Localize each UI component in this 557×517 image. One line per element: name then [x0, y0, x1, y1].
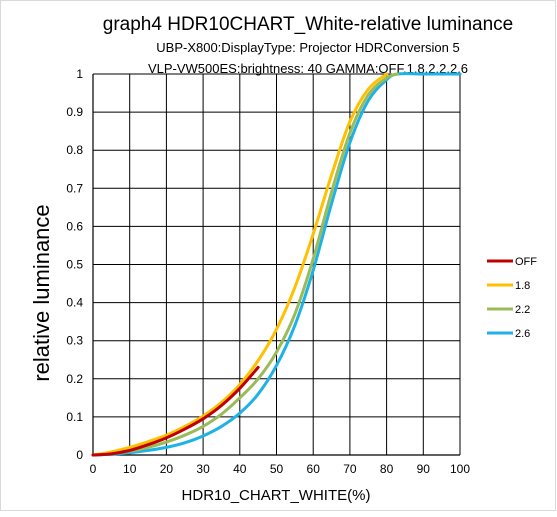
y-tick-label: 0.2	[66, 372, 83, 386]
tick-labels: 0 10 20 30 40 50 60 70 80 90 100 0 0.1 0.2 0.3 0.4 0.5 0.…	[66, 67, 470, 476]
x-tick-label: 0	[90, 462, 97, 476]
series-line-2-2	[91, 72, 400, 457]
chart-title: graph4 HDR10CHART_White-relative luminan…	[103, 14, 513, 35]
y-tick-label: 0.3	[66, 334, 83, 348]
y-tick-label: 0.9	[66, 105, 83, 119]
y-tick-label: 0.4	[66, 296, 83, 310]
chart-legend: OFF 1.8 2.2 2.6	[487, 256, 537, 340]
series-lines	[91, 72, 462, 457]
x-tick-label: 20	[160, 462, 174, 476]
y-tick-label: 0.7	[66, 181, 83, 195]
chart-grid	[92, 73, 461, 456]
chart-subtitle-line-2: VLP-VW500ES:brightness: 40 GAMMA:OFF,1.8…	[148, 61, 468, 76]
series-line-2-6	[91, 72, 462, 457]
y-tick-label: 0.1	[66, 410, 83, 424]
x-tick-label: 40	[233, 462, 247, 476]
x-tick-label: 10	[123, 462, 137, 476]
x-tick-label: 30	[196, 462, 210, 476]
legend-label: 1.8	[515, 280, 530, 292]
x-tick-label: 90	[417, 462, 431, 476]
series-line-1-8	[91, 72, 389, 457]
x-tick-label: 60	[307, 462, 321, 476]
x-tick-label: 70	[343, 462, 357, 476]
legend-label: 2.6	[515, 328, 530, 340]
y-tick-label: 0	[76, 448, 83, 462]
x-tick-label: 100	[450, 462, 470, 476]
y-tick-label: 0.8	[66, 143, 83, 157]
legend-label: OFF	[515, 256, 537, 268]
x-tick-label: 50	[270, 462, 284, 476]
chart-subtitle-line-1: UBP-X800:DisplayType: Projector HDRConve…	[156, 40, 459, 55]
chart-axes	[92, 74, 460, 456]
series-line-off	[91, 365, 260, 457]
legend-label: 2.2	[515, 304, 530, 316]
x-axis-title: HDR10_CHART_WHITE(%)	[182, 487, 371, 504]
y-tick-label: 1	[76, 67, 83, 81]
y-tick-label: 0.5	[66, 258, 83, 272]
y-tick-label: 0.6	[66, 219, 83, 233]
x-tick-label: 80	[380, 462, 394, 476]
y-axis-title: relative luminance	[29, 204, 54, 381]
